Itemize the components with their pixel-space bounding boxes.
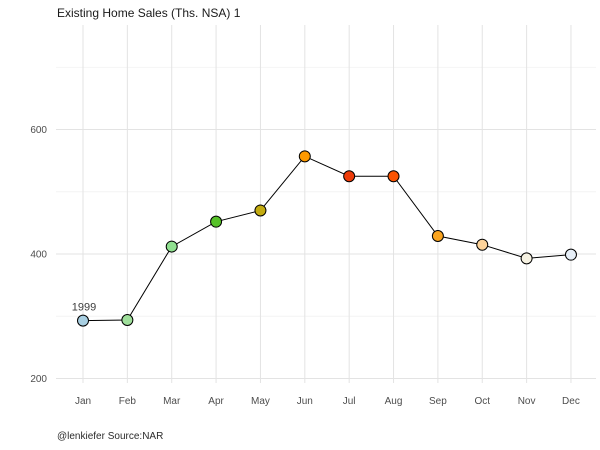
x-tick-label: Aug <box>385 396 403 407</box>
data-point-oct <box>476 238 489 251</box>
y-tick-label: 400 <box>30 250 47 261</box>
x-tick-label: Dec <box>562 396 580 407</box>
data-point-nov <box>520 252 533 265</box>
y-tick-label: 600 <box>30 125 47 136</box>
x-tick-label: May <box>251 396 270 407</box>
x-tick-label: Feb <box>119 396 137 407</box>
data-point-jul <box>343 170 356 183</box>
data-point-mar <box>165 240 178 253</box>
data-point-aug <box>387 170 400 183</box>
x-tick-label: Sep <box>429 396 447 407</box>
x-tick-label: Mar <box>163 396 181 407</box>
data-point-jun <box>298 150 311 163</box>
x-tick-label: Apr <box>208 396 224 407</box>
chart-caption: @lenkiefer Source:NAR <box>57 431 164 442</box>
data-point-dec <box>564 248 577 261</box>
data-point-sep <box>431 229 444 242</box>
data-point-may <box>254 204 267 217</box>
x-tick-label: Nov <box>518 396 536 407</box>
x-tick-label: Jan <box>75 396 91 407</box>
data-point-feb <box>121 314 134 327</box>
data-line <box>82 155 572 322</box>
data-point-jan <box>77 314 89 327</box>
x-tick-label: Jun <box>297 396 313 407</box>
y-tick-label: 200 <box>30 374 47 385</box>
x-tick-label: Jul <box>343 396 356 407</box>
x-tick-label: Oct <box>474 396 490 407</box>
data-point-apr <box>210 215 223 228</box>
year-annotation: 1999 <box>72 302 96 314</box>
chart-title: Existing Home Sales (Ths. NSA) 1 <box>57 6 241 20</box>
